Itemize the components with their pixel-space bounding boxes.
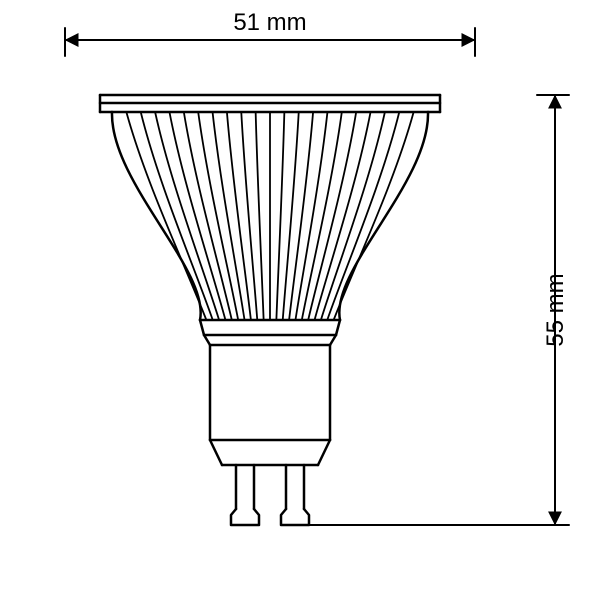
- dimension-height: [310, 95, 569, 525]
- dimension-height-label: 55 mm: [542, 273, 569, 346]
- bulb-outline: [100, 95, 440, 525]
- bulb-dimension-diagram: 51 mm 55 mm: [0, 0, 600, 600]
- dimension-width-label: 51 mm: [233, 9, 306, 36]
